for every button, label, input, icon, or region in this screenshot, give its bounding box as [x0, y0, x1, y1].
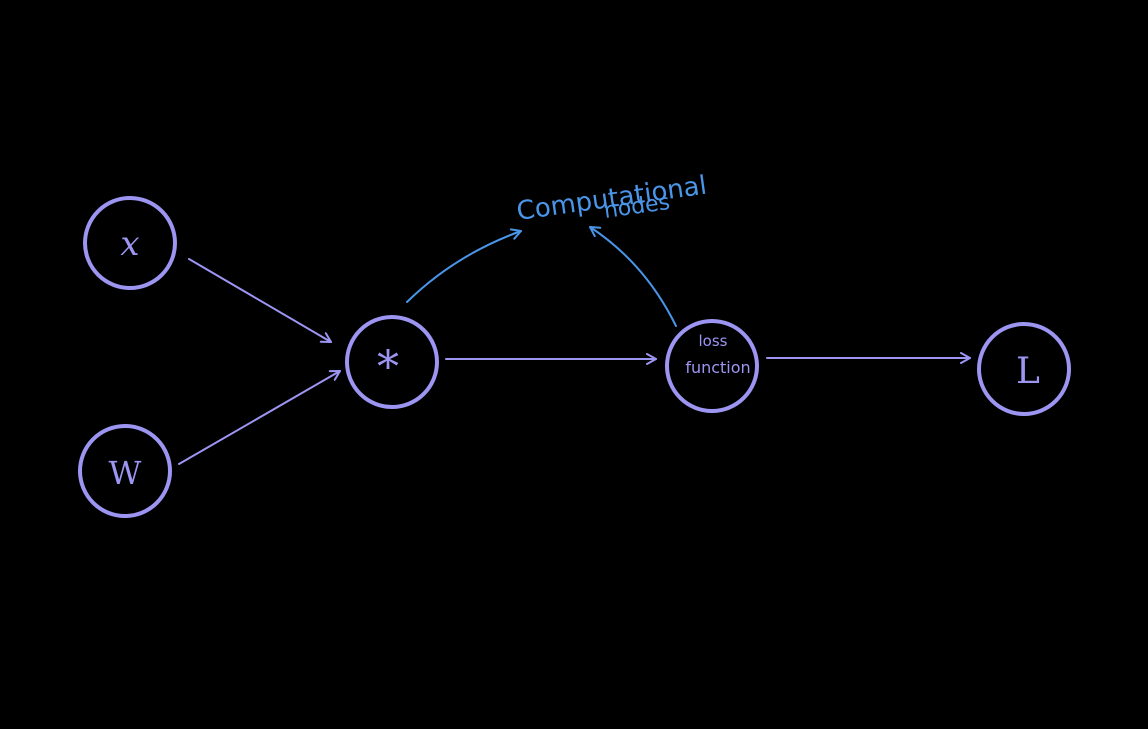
node-loss-function: loss function — [665, 319, 759, 413]
node-loss-function-circle — [665, 319, 759, 413]
annotation-arrow-from-multiply — [406, 228, 522, 303]
edge-w-to-multiply — [178, 370, 341, 465]
annotation: Computational nodes — [406, 171, 709, 327]
node-w-label: W — [109, 454, 142, 492]
node-loss-function-label-line1: loss — [699, 332, 728, 350]
edge-x-to-multiply — [188, 258, 332, 343]
node-L: L — [977, 322, 1071, 416]
node-multiply: * — [345, 315, 439, 409]
node-L-circle — [977, 322, 1071, 416]
node-multiply-circle — [345, 315, 439, 409]
node-w: W — [78, 424, 172, 518]
annotation-arrow-from-loss — [589, 226, 677, 327]
node-L-label: L — [1016, 351, 1040, 392]
node-x-label: x — [120, 224, 139, 264]
node-x: x — [83, 196, 177, 290]
node-w-circle — [78, 424, 172, 518]
node-x-circle — [83, 196, 177, 290]
node-multiply-label: * — [377, 342, 399, 393]
node-loss-function-label-line2: function — [685, 358, 750, 377]
